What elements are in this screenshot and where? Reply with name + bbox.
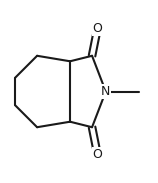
Text: O: O	[93, 22, 103, 35]
Text: N: N	[101, 85, 110, 98]
Text: O: O	[93, 148, 103, 161]
